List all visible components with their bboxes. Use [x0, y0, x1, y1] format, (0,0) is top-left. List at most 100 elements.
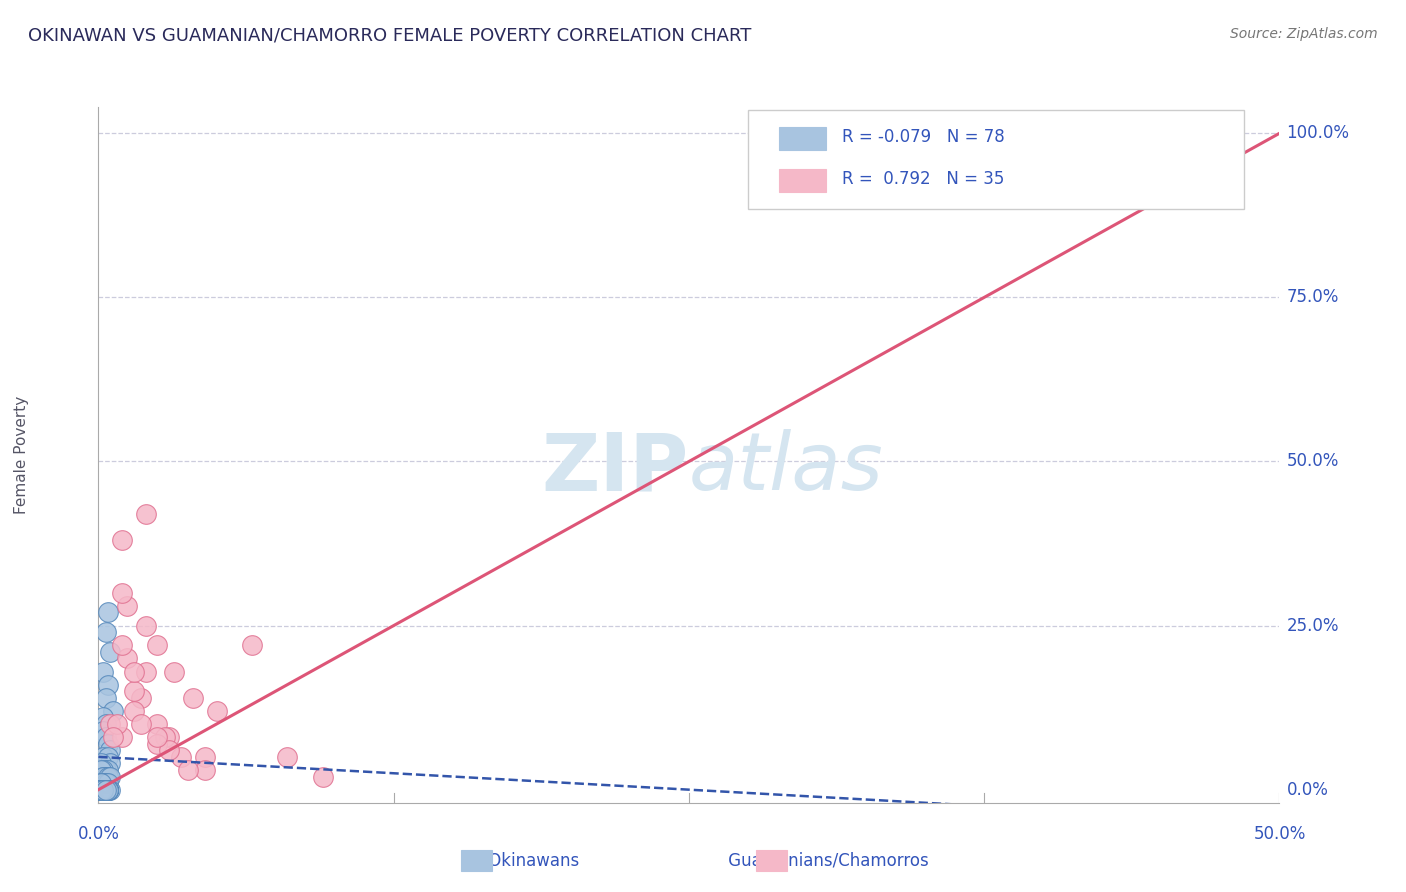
Point	[91, 776, 114, 790]
Point	[98, 756, 121, 771]
Point	[90, 782, 112, 797]
Point	[146, 737, 169, 751]
Point	[97, 737, 120, 751]
Point	[97, 782, 120, 797]
Point	[129, 690, 152, 705]
Point	[94, 730, 117, 744]
Point	[101, 704, 124, 718]
Point	[94, 690, 117, 705]
Point	[94, 776, 117, 790]
Point	[94, 763, 117, 777]
Point	[97, 782, 120, 797]
Text: 50.0%: 50.0%	[1286, 452, 1339, 470]
Bar	[779, 127, 825, 150]
Point	[98, 645, 121, 659]
Point	[129, 717, 152, 731]
Point	[240, 638, 263, 652]
Point	[115, 651, 138, 665]
Point	[122, 684, 145, 698]
Point	[90, 782, 112, 797]
Point	[91, 665, 114, 679]
Point	[97, 678, 120, 692]
Point	[97, 782, 120, 797]
Point	[91, 710, 114, 724]
Point	[122, 665, 145, 679]
Bar	[779, 169, 825, 193]
Point	[94, 782, 117, 797]
Point	[312, 770, 335, 784]
Point	[91, 782, 114, 797]
Point	[91, 782, 114, 797]
Point	[94, 782, 117, 797]
Point	[146, 717, 169, 731]
Point	[91, 770, 114, 784]
Text: Source: ZipAtlas.com: Source: ZipAtlas.com	[1230, 27, 1378, 41]
Point	[90, 782, 112, 797]
Point	[98, 770, 121, 784]
Point	[97, 749, 120, 764]
Point	[90, 782, 112, 797]
Point	[97, 770, 120, 784]
Point	[157, 743, 180, 757]
Text: 0.0%: 0.0%	[1286, 780, 1329, 798]
Point	[94, 782, 117, 797]
Point	[90, 776, 112, 790]
Point	[97, 782, 120, 797]
Text: atlas: atlas	[689, 429, 884, 507]
Point	[135, 507, 157, 521]
Point	[122, 704, 145, 718]
Point	[90, 782, 112, 797]
Point	[90, 756, 112, 771]
Point	[98, 782, 121, 797]
Point	[163, 665, 186, 679]
Point	[177, 763, 200, 777]
Point	[91, 723, 114, 738]
Point	[94, 782, 117, 797]
Point	[90, 782, 112, 797]
Point	[97, 763, 120, 777]
Point	[91, 782, 114, 797]
Point	[276, 749, 298, 764]
Text: Okinawans: Okinawans	[461, 852, 579, 870]
Point	[94, 782, 117, 797]
Point	[90, 776, 112, 790]
Point	[105, 717, 128, 731]
Point	[135, 665, 157, 679]
Point	[97, 782, 120, 797]
Point	[97, 782, 120, 797]
Point	[91, 782, 114, 797]
Text: Female Poverty: Female Poverty	[14, 396, 28, 514]
Point	[97, 782, 120, 797]
Point	[194, 749, 217, 764]
FancyBboxPatch shape	[748, 111, 1244, 209]
Point	[115, 599, 138, 613]
Text: 25.0%: 25.0%	[1286, 616, 1339, 634]
Point	[94, 782, 117, 797]
Point	[181, 690, 204, 705]
Point	[91, 782, 114, 797]
Point	[205, 704, 228, 718]
Text: Guamanians/Chamorros: Guamanians/Chamorros	[702, 852, 929, 870]
Point	[170, 749, 193, 764]
Point	[94, 782, 117, 797]
Point	[97, 606, 120, 620]
Point	[90, 782, 112, 797]
Point	[94, 717, 117, 731]
Text: 100.0%: 100.0%	[1286, 124, 1350, 143]
Point	[135, 618, 157, 632]
Point	[111, 730, 134, 744]
Point	[90, 782, 112, 797]
Point	[101, 730, 124, 744]
Point	[97, 782, 120, 797]
Point	[91, 763, 114, 777]
Point	[94, 782, 117, 797]
Point	[97, 782, 120, 797]
Point	[94, 625, 117, 640]
Point	[90, 782, 112, 797]
Point	[94, 782, 117, 797]
Text: 50.0%: 50.0%	[1253, 825, 1306, 843]
Point	[194, 763, 217, 777]
Point	[97, 776, 120, 790]
Point	[111, 638, 134, 652]
Point	[157, 730, 180, 744]
